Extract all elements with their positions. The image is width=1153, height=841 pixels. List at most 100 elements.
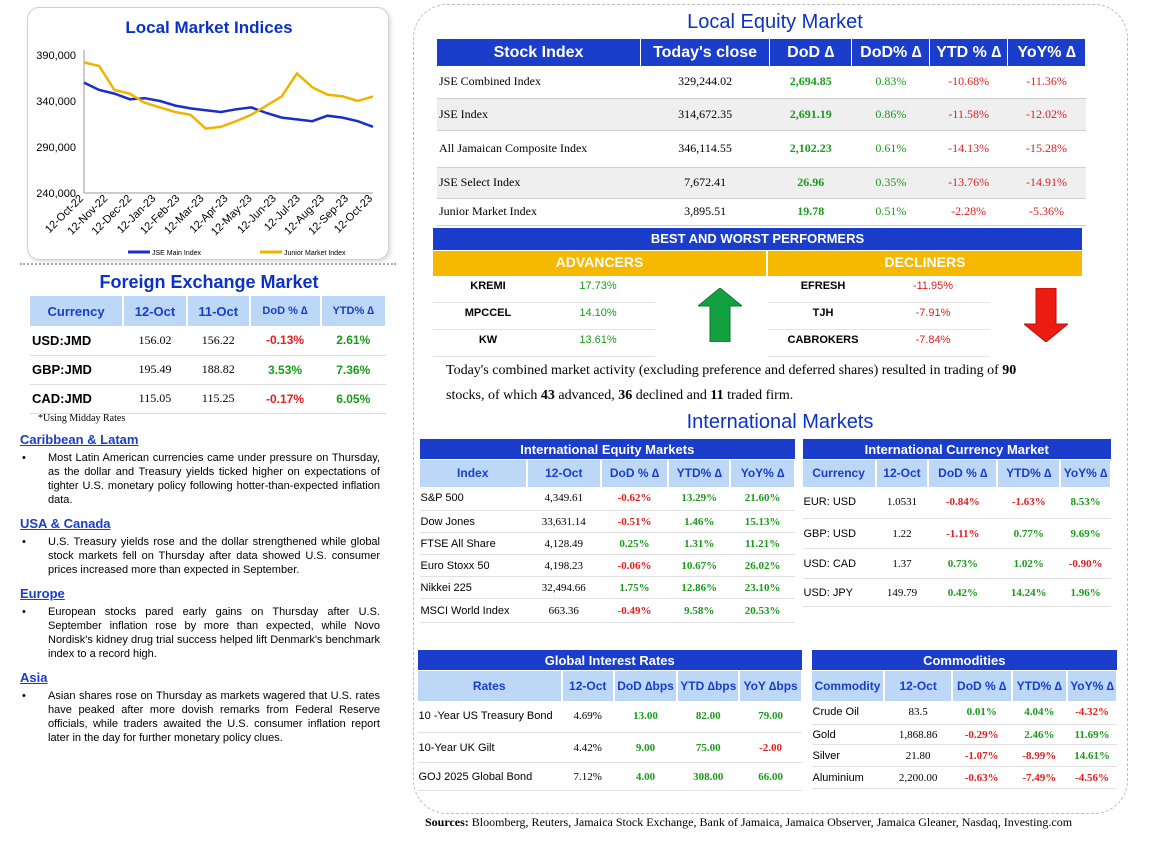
iem-cell: FTSE All Share bbox=[419, 532, 527, 555]
fx-cell: 6.05% bbox=[320, 384, 386, 414]
lem-cell: JSE Select Index bbox=[437, 167, 641, 199]
gir-cell: 75.00 bbox=[677, 732, 740, 763]
iem-header-cell: 12-Oct bbox=[526, 459, 602, 487]
lem-cell: 329,244.02 bbox=[640, 66, 770, 99]
legend-label: Junior Market Index bbox=[284, 250, 346, 257]
news-heading: USA & Canada bbox=[20, 516, 111, 531]
gir-header-cell: DoD ∆bps bbox=[613, 670, 679, 701]
lem-cell: Junior Market Index bbox=[437, 198, 641, 226]
icm-cell: GBP: USD bbox=[802, 518, 876, 549]
lem-cell: -11.36% bbox=[1007, 66, 1086, 99]
icm-cell: 1.22 bbox=[875, 518, 929, 549]
fx-cell: 115.25 bbox=[186, 384, 250, 414]
fx-header-cell: 11-Oct bbox=[186, 296, 251, 326]
lem-row: JSE Combined Index 329,244.02 2,694.85 0.83… bbox=[437, 66, 1086, 99]
fx-cell: -0.13% bbox=[249, 326, 321, 356]
icm-cell: EUR: USD bbox=[802, 486, 876, 519]
y-tick-label: 240,000 bbox=[36, 188, 76, 200]
lem-cell: 314,672.35 bbox=[640, 98, 770, 131]
gir-cell: 308.00 bbox=[677, 762, 740, 791]
lem-cell: -2.28% bbox=[929, 198, 1008, 226]
sources-line: Sources: Bloomberg, Reuters, Jamaica Sto… bbox=[425, 815, 1073, 829]
iem-cell: 21.60% bbox=[730, 486, 795, 511]
lem-cell: JSE Index bbox=[437, 98, 641, 131]
fx-cell: 3.53% bbox=[249, 355, 321, 385]
fx-cell: 156.22 bbox=[186, 326, 250, 356]
icm-cell: 149.79 bbox=[875, 578, 929, 607]
fx-header-cell: 12-Oct bbox=[123, 296, 188, 326]
iem-cell: 23.10% bbox=[730, 576, 795, 599]
gir-cell: 66.00 bbox=[739, 762, 802, 791]
lem-header-cell: DoD% ∆ bbox=[851, 39, 931, 66]
fx-cell: 7.36% bbox=[320, 355, 386, 385]
com-title-row: Commodities bbox=[811, 649, 1118, 671]
com-header-cell: 12-Oct bbox=[884, 670, 953, 701]
gir-cell: 4.00 bbox=[613, 762, 678, 791]
performer-row: EFRESH -11.95% bbox=[768, 276, 990, 303]
iem-cell: 4,198.23 bbox=[526, 554, 601, 577]
gir-header-cell: 12-Oct bbox=[561, 670, 615, 701]
icm-cell: -1.63% bbox=[997, 486, 1061, 519]
performer-row: KW 13.61% bbox=[433, 330, 655, 357]
performer-ticker: EFRESH bbox=[800, 280, 846, 292]
com-header-cell: YoY% ∆ bbox=[1067, 670, 1118, 701]
iem-cell: 26.02% bbox=[730, 554, 795, 577]
gir-cell: 7.12% bbox=[561, 762, 614, 791]
news-text: Asian shares rose on Thursday as markets… bbox=[20, 689, 380, 745]
com-cell: Gold bbox=[811, 724, 885, 745]
iem-row: MSCI World Index 663.36 -0.49% 9.58% 20.53% bbox=[419, 598, 795, 623]
iem-cell: 4,349.61 bbox=[526, 486, 601, 511]
news-heading: Caribbean & Latam bbox=[20, 432, 139, 447]
iem-title: International Equity Markets bbox=[419, 438, 796, 460]
icm-cell: 0.77% bbox=[997, 518, 1061, 549]
iem-cell: Nikkei 225 bbox=[419, 576, 527, 599]
com-cell: 1,868.86 bbox=[884, 724, 952, 745]
up-arrow-icon bbox=[698, 288, 742, 342]
divider bbox=[20, 263, 396, 265]
com-cell: 83.5 bbox=[884, 700, 952, 725]
gir-cell: 82.00 bbox=[677, 700, 740, 733]
com-title: Commodities bbox=[811, 649, 1118, 671]
lem-cell: 0.86% bbox=[851, 98, 930, 131]
lem-cell: 0.83% bbox=[851, 66, 930, 99]
y-tick-label: 340,000 bbox=[36, 96, 76, 108]
iem-cell: 9.58% bbox=[668, 598, 731, 623]
icm-header-cell: YoY% ∆ bbox=[1060, 459, 1112, 487]
com-cell: -0.63% bbox=[951, 766, 1012, 789]
gir-cell: 79.00 bbox=[739, 700, 802, 733]
local-equity-table: Stock Index Today's close DoD ∆ DoD% ∆ YTD %… bbox=[437, 39, 1086, 226]
local-indices-chart: Local Market Indices 390,000 340,000 290,0… bbox=[27, 7, 389, 260]
icm-cell: 0.42% bbox=[928, 578, 998, 607]
chart-title: Local Market Indices bbox=[125, 18, 293, 37]
fx-header-cell: YTD% ∆ bbox=[320, 296, 388, 326]
iem-cell: 32,494.66 bbox=[526, 576, 601, 599]
intl-equity-table: International Equity Markets Index 12-Oct D… bbox=[419, 438, 796, 623]
gir-header-row: Rates 12-Oct DoD ∆bps YTD ∆bps YoY ∆bps bbox=[417, 670, 803, 701]
icm-cell: 8.53% bbox=[1060, 486, 1111, 519]
advancers-header: ADVANCERS bbox=[433, 251, 766, 276]
icm-cell: 1.96% bbox=[1060, 578, 1111, 607]
down-arrow-icon bbox=[1024, 288, 1068, 342]
iem-cell: Dow Jones bbox=[419, 510, 527, 533]
lem-cell: 2,694.85 bbox=[769, 66, 852, 99]
fx-cell: -0.17% bbox=[249, 384, 321, 414]
legend-label: JSE Main Index bbox=[152, 250, 202, 257]
icm-header-cell: 12-Oct bbox=[875, 459, 930, 487]
iem-cell: -0.51% bbox=[600, 510, 669, 533]
iem-row: S&P 500 4,349.61 -0.62% 13.29% 21.60% bbox=[419, 486, 795, 511]
iem-cell: 1.75% bbox=[600, 576, 669, 599]
lem-header-row: Stock Index Today's close DoD ∆ DoD% ∆ YTD %… bbox=[437, 39, 1086, 66]
icm-row: USD: JPY 149.79 0.42% 14.24% 1.96% bbox=[802, 578, 1111, 607]
lem-cell: -11.58% bbox=[929, 98, 1008, 131]
fx-cell: 2.61% bbox=[320, 326, 386, 356]
lem-cell: -15.28% bbox=[1007, 130, 1086, 168]
com-header-cell: DoD % ∆ bbox=[951, 670, 1013, 701]
com-cell: -4.56% bbox=[1067, 766, 1117, 789]
com-row: Aluminium 2,200.00 -0.63% -7.49% -4.56% bbox=[811, 766, 1117, 789]
iem-cell: 663.36 bbox=[526, 598, 601, 623]
lem-cell: -14.91% bbox=[1007, 167, 1086, 199]
fx-row: CAD:JMD 115.05 115.25 -0.17% 6.05% bbox=[30, 384, 386, 414]
com-cell: 0.01% bbox=[951, 700, 1012, 725]
lem-cell: -10.68% bbox=[929, 66, 1008, 99]
lem-cell: 7,672.41 bbox=[640, 167, 770, 199]
